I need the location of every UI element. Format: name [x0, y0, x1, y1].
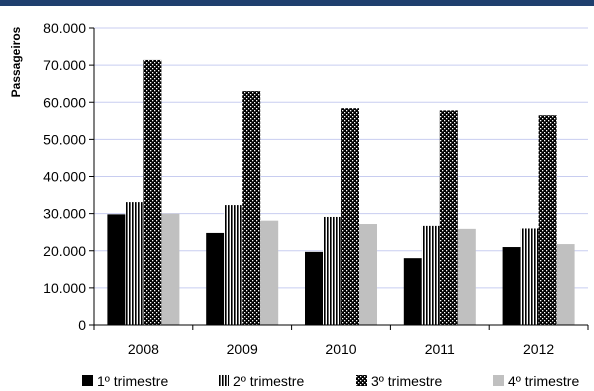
bar-2008-series-1 [107, 214, 126, 325]
bar-2012-series-1 [502, 247, 521, 325]
bar-2008-series-2 [125, 202, 144, 325]
bar-2009-series-3 [242, 91, 261, 325]
legend-swatch [218, 375, 229, 386]
bar-2011-series-2 [421, 225, 440, 325]
bar-2008-series-3 [143, 59, 162, 326]
bar-2010-series-2 [323, 216, 341, 325]
x-tick-label: 2011 [425, 341, 455, 357]
bar-2008-series-4 [161, 213, 180, 325]
y-tick-label: 40.000 [43, 169, 86, 185]
bar-2012-series-2 [520, 228, 539, 325]
y-tick-label: 60.000 [43, 94, 86, 110]
bars [107, 59, 575, 326]
bar-2009-series-1 [206, 232, 225, 325]
bar-2010-series-3 [341, 108, 359, 325]
legend-swatch [82, 375, 93, 386]
y-tick-label: 50.000 [43, 131, 86, 147]
y-axis-label: Passageiros [9, 26, 23, 97]
y-tick-labels: 0 10.000 20.000 30.000 40.000 50.000 60.000 70.… [43, 20, 86, 333]
legend-label: 3º trimestre [371, 373, 442, 389]
bar-2012-series-3 [538, 115, 557, 326]
legend-label: 2º trimestre [233, 373, 304, 389]
legend-label: 4º trimestre [508, 373, 579, 389]
bar-2009-series-2 [224, 205, 243, 325]
x-tick-label: 2012 [523, 341, 554, 357]
legend: 1º trimestre 2º trimestre 3º trimestre 4º t… [82, 373, 579, 389]
axes [93, 28, 589, 330]
bar-2011-series-1 [403, 258, 422, 325]
x-tick-label: 2009 [227, 341, 258, 357]
bar-2010-series-4 [359, 224, 377, 325]
bar-2009-series-4 [260, 220, 279, 325]
header-bar [0, 0, 594, 6]
y-tick-label: 80.000 [43, 20, 86, 36]
y-tick-label: 70.000 [43, 57, 86, 73]
legend-swatch [356, 375, 367, 386]
y-tick-label: 20.000 [43, 243, 86, 259]
legend-swatch [493, 375, 504, 386]
bar-2010-series-1 [305, 251, 323, 325]
y-tick-label: 0 [78, 317, 86, 333]
x-tick-label: 2010 [325, 341, 356, 357]
x-tick-label: 2008 [128, 341, 159, 357]
legend-label: 1º trimestre [97, 373, 168, 389]
x-tick-labels: 2008 2009 2010 2011 2012 [128, 341, 555, 357]
y-tick-label: 10.000 [43, 280, 86, 296]
y-tick-label: 30.000 [43, 206, 86, 222]
bar-2011-series-4 [457, 228, 476, 325]
bar-2011-series-3 [439, 110, 458, 325]
bar-2012-series-4 [556, 244, 575, 325]
